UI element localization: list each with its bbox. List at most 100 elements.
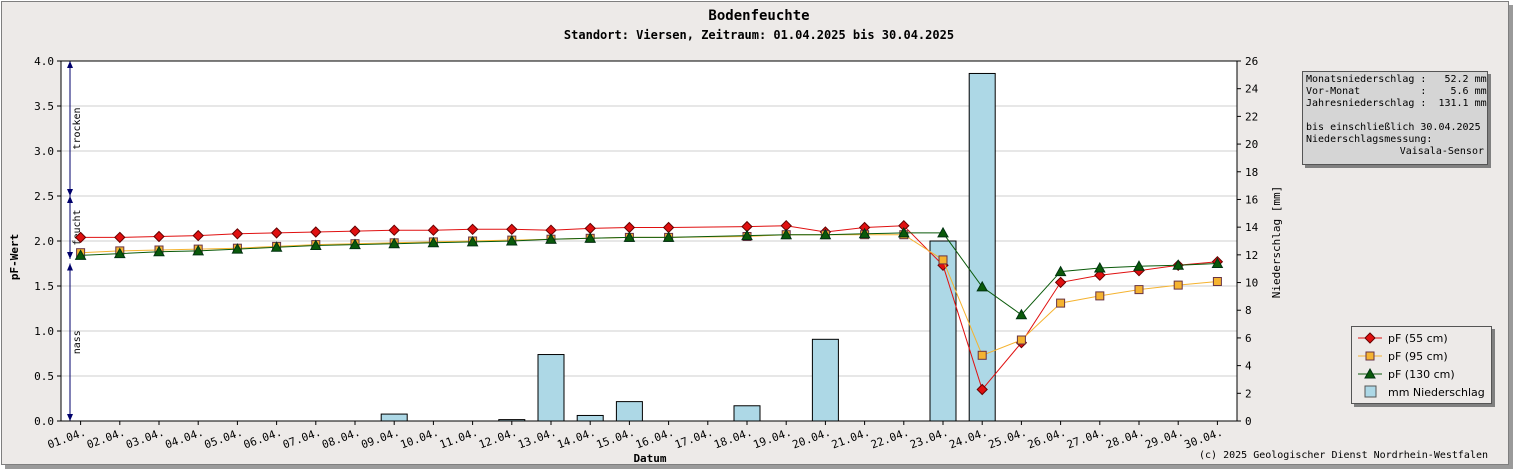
x-tick-label: 21.04. (830, 426, 872, 452)
x-tick-label: 15.04. (595, 426, 637, 452)
point-pf95 (1056, 298, 1066, 308)
x-tick-label: 16.04. (634, 426, 676, 452)
point-pf95 (1173, 280, 1183, 290)
x-tick-label: 24.04. (947, 426, 989, 452)
point-pf130 (858, 227, 871, 239)
point-pf130 (113, 247, 126, 259)
point-pf130 (1133, 260, 1145, 271)
legend-label-pf55: pF (55 cm) (1388, 331, 1448, 345)
x-tick-label: 23.04. (908, 426, 950, 452)
y-right-tick-label: 8 (1245, 304, 1252, 317)
legend-marker-triangle (1358, 367, 1382, 379)
point-pf130 (1172, 259, 1185, 270)
y-left-tick-label: 1.5 (34, 280, 54, 293)
point-pf55 (153, 230, 165, 243)
x-tick-label: 20.04. (791, 426, 833, 452)
point-pf130 (937, 226, 949, 238)
point-pf130 (270, 241, 283, 252)
x-tick-label: 07.04. (281, 426, 323, 452)
point-pf130 (897, 226, 910, 238)
y-right-tick-label: 18 (1245, 166, 1258, 179)
point-pf130 (427, 236, 440, 248)
point-pf95 (977, 350, 987, 360)
point-pf130 (1211, 257, 1224, 268)
precipitation-bar (537, 354, 565, 422)
point-pf55 (231, 228, 244, 240)
precipitation-info-box: Monatsniederschlag : 52.2 mm Vor-Monat : … (1302, 71, 1488, 165)
legend-marker-square (1358, 351, 1382, 361)
x-tick-label: 18.04. (712, 426, 754, 452)
point-pf55 (270, 227, 283, 239)
point-pf130 (662, 231, 675, 242)
y-right-tick-label: 0 (1245, 415, 1252, 428)
x-tick-label: 03.04. (124, 426, 166, 452)
point-pf130 (192, 244, 205, 256)
point-pf55 (976, 383, 988, 396)
x-tick-label: 26.04. (1026, 426, 1068, 452)
y-left-tick-label: 1.0 (34, 325, 54, 338)
plot-border (60, 60, 1238, 422)
point-pf95 (1212, 277, 1222, 286)
y-right-tick-label: 20 (1245, 138, 1258, 151)
copyright-text: (c) 2025 Geologischer Dienst Nordrhein-W… (1199, 450, 1488, 461)
y-right-tick-label: 2 (1245, 387, 1252, 400)
x-axis-label: Datum (633, 452, 666, 464)
point-pf55 (310, 226, 322, 238)
point-pf130 (780, 228, 793, 240)
precipitation-bar (733, 405, 761, 422)
point-pf55 (192, 229, 204, 242)
precipitation-bar (380, 413, 408, 422)
precipitation-bar (811, 338, 839, 422)
x-tick-label: 10.04. (399, 426, 441, 452)
precipitation-bar (576, 414, 604, 422)
zone-label-nass: nass (72, 330, 83, 354)
legend-item-pf55: pF (55 cm) (1358, 329, 1448, 347)
legend-label-precipitation: mm Niederschlag (1388, 385, 1485, 399)
y-right-tick-label: 16 (1245, 193, 1258, 206)
chart-canvas: 0.00.51.01.52.02.53.03.54.00246810121416… (8, 8, 1283, 464)
point-pf55 (114, 231, 126, 244)
x-tick-label: 01.04. (46, 426, 88, 452)
point-pf95 (1134, 285, 1144, 295)
legend-marker-bar (1364, 385, 1377, 398)
zone-arrow-up (67, 196, 73, 203)
point-pf130 (819, 228, 832, 240)
y-right-tick-label: 12 (1245, 249, 1258, 262)
point-pf55 (466, 223, 479, 236)
x-tick-label: 13.04. (516, 426, 558, 452)
point-pf130 (1093, 261, 1106, 273)
zone-arrow-down (67, 189, 73, 196)
x-tick-label: 05.04. (203, 426, 245, 452)
y-left-tick-label: 0.5 (34, 370, 54, 383)
legend-item-precipitation: mm Niederschlag (1358, 383, 1485, 401)
point-pf130 (976, 280, 989, 292)
zone-arrow-up (67, 61, 73, 68)
legend: pF (55 cm) pF (95 cm) pF (130 cm) mm Nie… (1351, 326, 1492, 404)
legend-item-pf130: pF (130 cm) (1358, 365, 1455, 383)
point-pf130 (623, 231, 636, 242)
precipitation-bar (968, 72, 996, 422)
x-tick-label: 14.04. (555, 426, 597, 452)
point-pf95 (938, 255, 948, 265)
x-tick-label: 06.04. (242, 426, 284, 452)
point-pf55 (1094, 269, 1106, 281)
legend-label-pf95: pF (95 cm) (1388, 349, 1448, 363)
point-pf130 (1015, 308, 1028, 320)
info-measurement: Niederschlagsmessung: (1306, 134, 1433, 145)
zone-arrow-down (67, 414, 73, 421)
point-pf130 (74, 249, 87, 260)
y-left-tick-label: 0.0 (34, 415, 54, 428)
point-pf130 (466, 235, 479, 247)
point-pf95 (1095, 291, 1105, 301)
point-pf130 (1054, 265, 1067, 277)
point-pf130 (505, 234, 518, 246)
point-pf130 (584, 232, 597, 243)
legend-marker-diamond (1358, 332, 1382, 344)
point-pf130 (309, 239, 322, 250)
y-left-tick-label: 2.0 (34, 235, 54, 248)
x-tick-label: 12.04. (477, 426, 519, 452)
precipitation-bar (615, 401, 643, 422)
info-until: bis einschließlich 30.04.2025 (1306, 122, 1481, 133)
zone-label-feucht: feucht (72, 209, 83, 245)
x-tick-label: 30.04. (1183, 426, 1225, 452)
